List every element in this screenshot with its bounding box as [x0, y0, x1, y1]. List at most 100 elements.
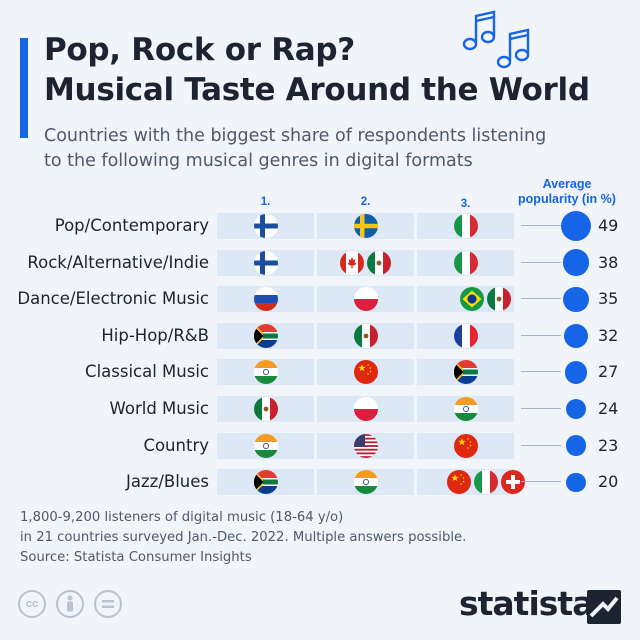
average-bubble — [566, 472, 586, 492]
flag-south-africa-icon — [253, 323, 278, 348]
footnote-line-1: 1,800-9,200 listeners of digital music (… — [20, 510, 344, 525]
average-value: 38 — [598, 252, 619, 272]
flag-sweden-icon — [353, 214, 378, 238]
rank1-cell — [217, 286, 314, 313]
rank2-flags — [353, 287, 378, 312]
rank2-flags — [353, 433, 378, 458]
flag-brazil-icon — [460, 287, 484, 312]
page-title: Pop, Rock or Rap? Musical Taste Around t… — [44, 30, 634, 110]
flag-india-icon — [453, 397, 478, 421]
rank2-flags — [353, 397, 378, 421]
rank1-cell — [217, 359, 314, 386]
column-header-rank1: 1. — [260, 196, 271, 208]
flag-finland-icon — [253, 214, 278, 238]
subtitle-line-2: to the following musical genres in digit… — [44, 151, 473, 171]
rank3-cell — [417, 469, 525, 496]
footnote-line-2: in 21 countries surveyed Jan.-Dec. 2022.… — [20, 530, 467, 545]
flag-india-icon — [353, 470, 378, 495]
source-note: Source: Statista Consumer Insights — [20, 550, 252, 565]
flag-india-icon — [253, 360, 278, 385]
rank1-flags — [253, 433, 278, 458]
average-value: 20 — [598, 472, 619, 492]
table-row: Classical Music 27 — [0, 359, 640, 386]
rank1-flags — [253, 360, 278, 385]
subtitle-line-1: Countries with the biggest share of resp… — [44, 126, 547, 146]
rank3-flags — [453, 250, 478, 275]
bubble-connector — [521, 261, 561, 263]
flag-united-states-icon — [353, 433, 378, 458]
flag-mexico-icon — [253, 397, 278, 421]
rank1-cell — [217, 469, 314, 496]
genre-label: Jazz/Blues — [126, 472, 209, 492]
flag-south-africa-icon — [453, 360, 478, 385]
average-bubble — [565, 435, 587, 456]
flag-poland-icon — [353, 287, 378, 312]
subtitle: Countries with the biggest share of resp… — [44, 124, 634, 174]
rank1-cell — [217, 213, 314, 239]
average-value: 24 — [598, 399, 619, 418]
flag-mexico-icon — [367, 250, 391, 275]
rank1-flags — [253, 323, 278, 348]
bubble-connector — [521, 481, 561, 483]
footnote: 1,800-9,200 listeners of digital music (… — [20, 508, 580, 568]
rank1-flags — [253, 397, 278, 421]
rank1-cell — [217, 249, 314, 276]
table-row: Dance/Electronic Music 35 — [0, 286, 640, 313]
genre-label: Dance/Electronic Music — [17, 289, 209, 309]
flag-italy-icon — [453, 214, 478, 238]
rank2-cell — [317, 213, 414, 239]
flag-india-icon — [253, 433, 278, 458]
title-line-2: Musical Taste Around the World — [44, 72, 590, 108]
flag-canada-icon — [340, 250, 364, 275]
license-icons: cc — [18, 590, 122, 618]
rank3-flags — [453, 360, 478, 385]
bubble-connector — [521, 371, 561, 373]
flag-poland-icon — [353, 397, 378, 421]
cc-icon[interactable]: cc — [18, 590, 46, 618]
flag-mexico-icon — [487, 287, 511, 312]
average-header-line-2: popularity (in %) — [518, 192, 616, 206]
genre-label: Classical Music — [85, 362, 209, 382]
by-icon[interactable] — [56, 590, 84, 618]
flag-italy-icon — [453, 250, 478, 275]
average-bubble — [565, 398, 587, 420]
rank3-cell — [417, 213, 514, 239]
bubble-connector — [521, 298, 561, 300]
table-row: World Music 24 — [0, 396, 640, 422]
column-header-rank2: 2. — [360, 196, 371, 208]
rank1-flags — [253, 470, 278, 495]
rank3-cell — [417, 249, 514, 276]
rank2-flags — [353, 360, 378, 385]
average-value: 27 — [598, 362, 619, 382]
statista-logo[interactable]: statista — [459, 584, 594, 623]
rank2-cell — [317, 359, 414, 386]
statista-logo-icon — [587, 590, 621, 624]
rank1-cell — [217, 396, 314, 422]
average-value: 49 — [598, 216, 619, 235]
table-row: Pop/Contemporary 49 — [0, 211, 640, 241]
rank2-cell — [317, 322, 414, 349]
average-bubble — [561, 211, 591, 241]
average-bubble — [562, 249, 590, 276]
flag-france-icon — [453, 323, 478, 348]
average-value: 23 — [598, 435, 619, 455]
rank2-cell — [317, 469, 414, 496]
rank3-cell — [417, 286, 514, 313]
table-row: Hip-Hop/R&B 32 — [0, 322, 640, 349]
rank2-flags — [353, 323, 378, 348]
flag-china-icon — [446, 470, 471, 495]
rank2-cell — [317, 249, 414, 276]
rank3-flags — [453, 433, 478, 458]
rank2-flags — [353, 214, 378, 238]
nd-icon[interactable] — [94, 590, 122, 618]
rank2-cell — [317, 432, 414, 459]
flag-switzerland-icon — [500, 470, 525, 495]
table-row: Jazz/Blues 20 — [0, 469, 640, 496]
rank1-cell — [217, 322, 314, 349]
genre-label: Hip-Hop/R&B — [101, 325, 209, 345]
genre-label: World Music — [109, 399, 209, 418]
genre-label: Pop/Contemporary — [54, 216, 209, 235]
column-header-rank3: 3. — [460, 198, 471, 210]
flag-russia-icon — [253, 287, 278, 312]
rank3-flags — [446, 470, 525, 495]
